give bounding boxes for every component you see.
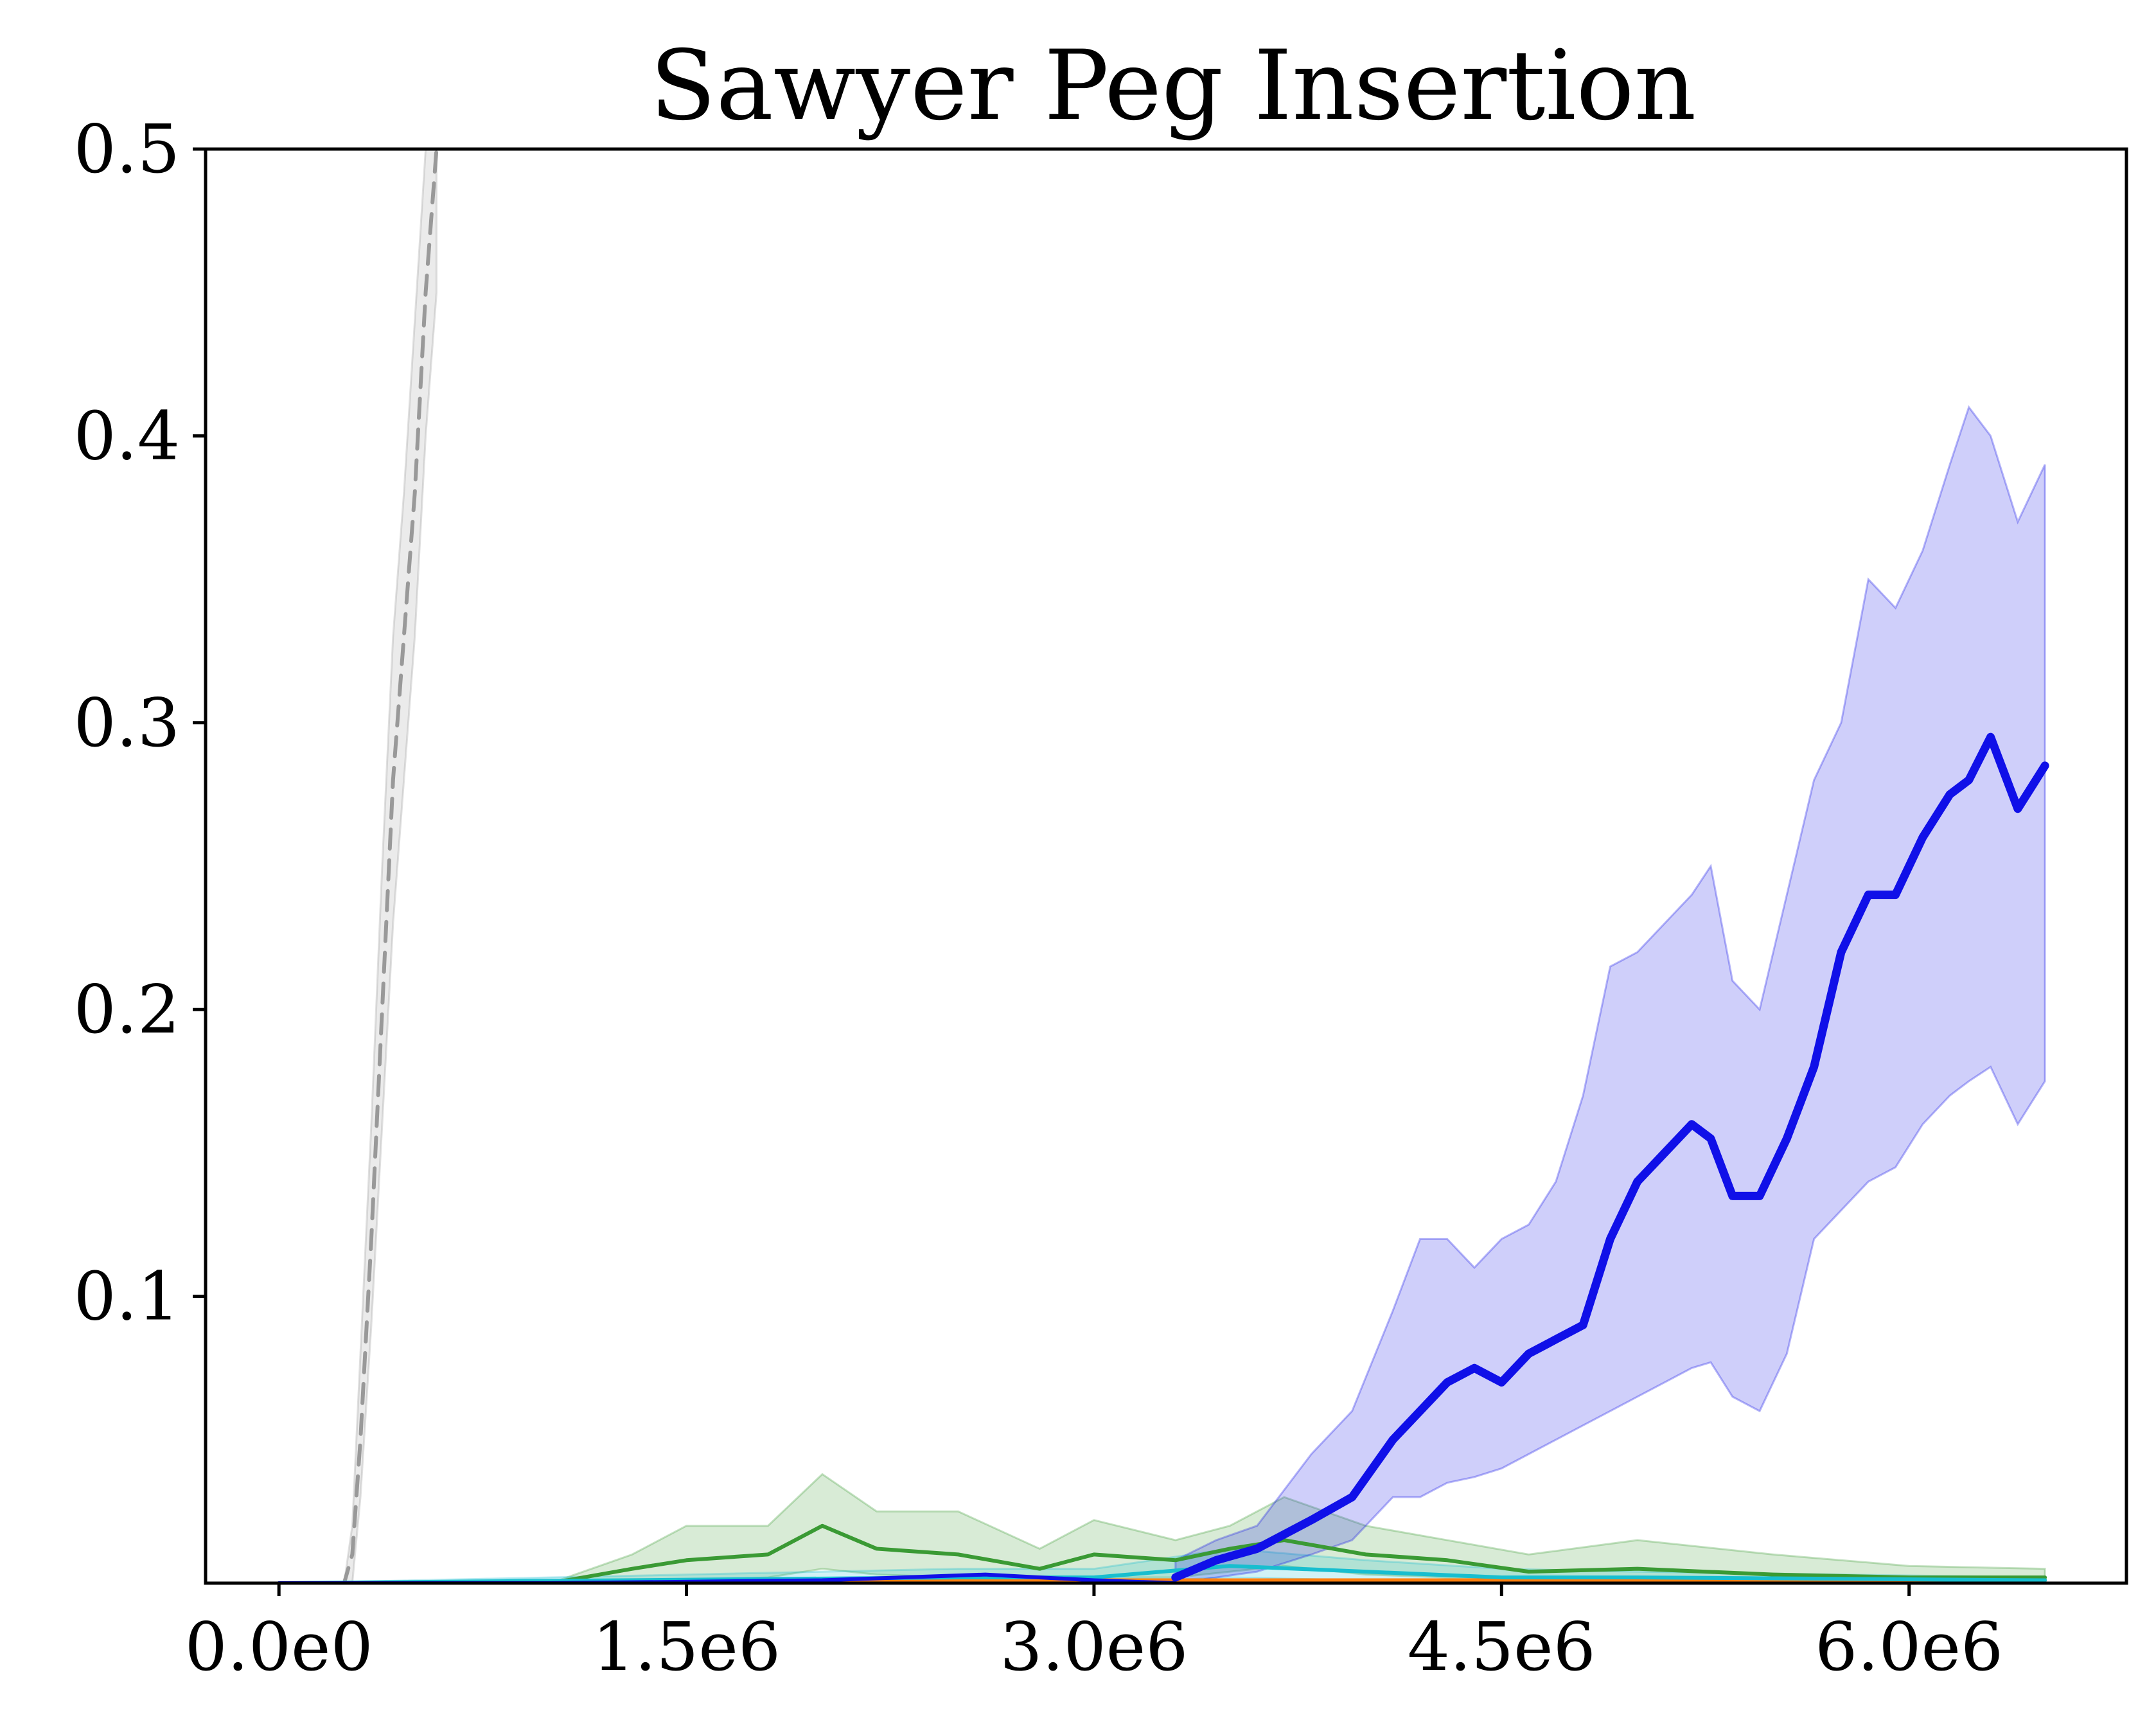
plot-frame bbox=[204, 147, 2128, 1585]
x-tick-label: 3.0e6 bbox=[1000, 1608, 1188, 1686]
series-line-1 bbox=[277, 1523, 2047, 1583]
series-band-5 bbox=[1174, 405, 2046, 1583]
y-tick-label: 0.2 bbox=[74, 970, 180, 1049]
series-line-4 bbox=[277, 1572, 1178, 1583]
y-tick-label: 0.1 bbox=[74, 1257, 180, 1336]
series-line-3 bbox=[277, 1564, 2047, 1583]
y-tick-label: 0.4 bbox=[74, 396, 180, 475]
x-tick-label: 0.0e0 bbox=[185, 1608, 373, 1686]
chart-title: Sawyer Peg Insertion bbox=[650, 30, 1697, 142]
series-lines bbox=[277, 149, 2049, 1583]
x-tick-label: 4.5e6 bbox=[1408, 1608, 1596, 1686]
y-tick-label: 0.5 bbox=[74, 110, 180, 188]
x-tick-label: 1.5e6 bbox=[592, 1608, 781, 1686]
x-tick-label: 6.0e6 bbox=[1815, 1608, 2003, 1686]
series-line-5 bbox=[1171, 732, 2049, 1582]
y-tick-label: 0.3 bbox=[74, 684, 180, 762]
series-band-0 bbox=[279, 149, 437, 1583]
y-axis: 0.1 0.2 0.3 0.4 0.5 bbox=[74, 110, 206, 1336]
x-axis: 0.0e0 1.5e6 3.0e6 4.5e6 6.0e6 bbox=[185, 1583, 2003, 1686]
